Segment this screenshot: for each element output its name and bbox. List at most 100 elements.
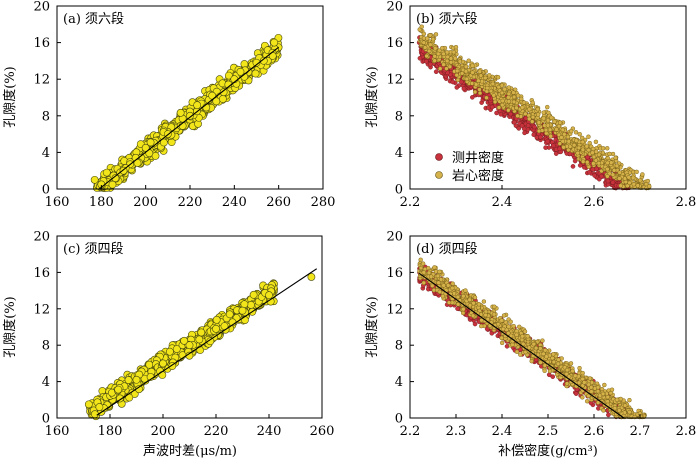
panel-c-marks xyxy=(84,268,318,421)
data-point xyxy=(538,360,543,365)
data-point xyxy=(432,265,437,270)
data-point xyxy=(477,69,482,74)
data-point xyxy=(557,141,563,146)
data-point xyxy=(84,400,93,409)
data-point xyxy=(159,138,168,147)
x-tick-label: 160 xyxy=(45,195,70,210)
data-point xyxy=(525,123,531,128)
data-point xyxy=(541,110,546,115)
y-tick-label: 12 xyxy=(33,73,50,88)
data-point xyxy=(570,164,576,169)
data-point xyxy=(259,56,268,65)
data-point xyxy=(514,105,519,111)
y-tick-label: 8 xyxy=(42,339,50,354)
data-point xyxy=(527,116,532,122)
y-tick-label: 16 xyxy=(33,266,50,281)
data-point xyxy=(514,349,520,354)
x-tick-label: 180 xyxy=(98,424,123,439)
data-point xyxy=(453,56,458,61)
y-tick-label: 0 xyxy=(42,183,50,198)
data-point xyxy=(617,176,622,181)
data-point xyxy=(444,50,450,55)
x-tick-label: 200 xyxy=(151,424,176,439)
data-point xyxy=(466,58,471,63)
data-point xyxy=(545,139,550,144)
data-point xyxy=(540,338,545,343)
data-point xyxy=(521,126,527,132)
data-point xyxy=(499,335,504,341)
data-point xyxy=(422,45,428,50)
data-point xyxy=(521,100,527,105)
data-point xyxy=(432,54,437,59)
data-point xyxy=(423,59,429,64)
data-point xyxy=(547,127,553,133)
x-tick-label: 2.8 xyxy=(676,195,697,210)
data-point xyxy=(470,70,475,75)
data-point xyxy=(427,48,432,54)
data-point xyxy=(580,159,586,164)
data-point xyxy=(592,173,597,178)
data-point xyxy=(587,140,592,146)
data-point xyxy=(571,142,577,148)
data-point xyxy=(506,91,512,97)
data-point xyxy=(172,345,181,353)
data-point xyxy=(587,169,592,175)
data-point xyxy=(572,158,578,164)
data-point xyxy=(450,79,456,85)
data-point xyxy=(519,123,525,128)
data-point xyxy=(440,45,445,51)
data-point xyxy=(584,144,589,149)
data-point xyxy=(614,163,620,169)
data-point xyxy=(530,114,536,120)
data-point xyxy=(530,100,535,105)
data-point xyxy=(522,130,527,136)
data-point xyxy=(627,180,632,186)
legend-label-log-density: 测井密度 xyxy=(452,150,504,166)
data-point xyxy=(430,37,436,42)
data-point xyxy=(417,55,423,61)
data-point xyxy=(561,145,566,150)
data-point xyxy=(108,180,117,189)
panel-c-xlabel: 声波时差(μs/m) xyxy=(143,444,237,459)
data-point xyxy=(498,112,504,117)
data-point xyxy=(424,53,429,59)
data-point xyxy=(463,64,469,69)
data-point xyxy=(516,126,522,131)
data-point xyxy=(580,139,585,145)
data-point xyxy=(454,72,459,78)
data-point xyxy=(635,183,640,188)
data-point xyxy=(225,310,234,319)
data-point xyxy=(270,38,279,47)
data-point xyxy=(427,61,433,67)
data-point xyxy=(102,168,111,177)
data-point xyxy=(114,385,123,394)
y-tick-label: 20 xyxy=(386,0,403,15)
data-point xyxy=(193,101,202,110)
data-point xyxy=(579,135,585,141)
series-yellow xyxy=(90,33,283,192)
panel-c-frame xyxy=(56,235,323,419)
data-point xyxy=(186,111,194,120)
y-tick-label: 4 xyxy=(42,375,50,390)
data-point xyxy=(252,58,261,67)
data-point xyxy=(486,105,491,110)
data-point xyxy=(515,113,520,119)
data-point xyxy=(479,323,484,329)
data-point xyxy=(590,167,596,172)
data-point xyxy=(631,175,636,180)
data-point xyxy=(587,376,593,381)
data-point xyxy=(593,139,599,145)
data-point xyxy=(577,132,582,137)
legend-marker-log-density xyxy=(435,153,443,161)
data-point xyxy=(500,98,505,104)
data-point xyxy=(545,123,551,128)
x-tick-label: 280 xyxy=(311,195,336,210)
panel-d-marks xyxy=(417,257,647,420)
data-point xyxy=(438,66,443,71)
data-point xyxy=(577,365,582,371)
data-point xyxy=(421,40,426,45)
data-point xyxy=(610,172,616,177)
x-tick-label: 2.4 xyxy=(492,195,513,210)
panel-c-title: (c) 须四段 xyxy=(63,242,124,257)
